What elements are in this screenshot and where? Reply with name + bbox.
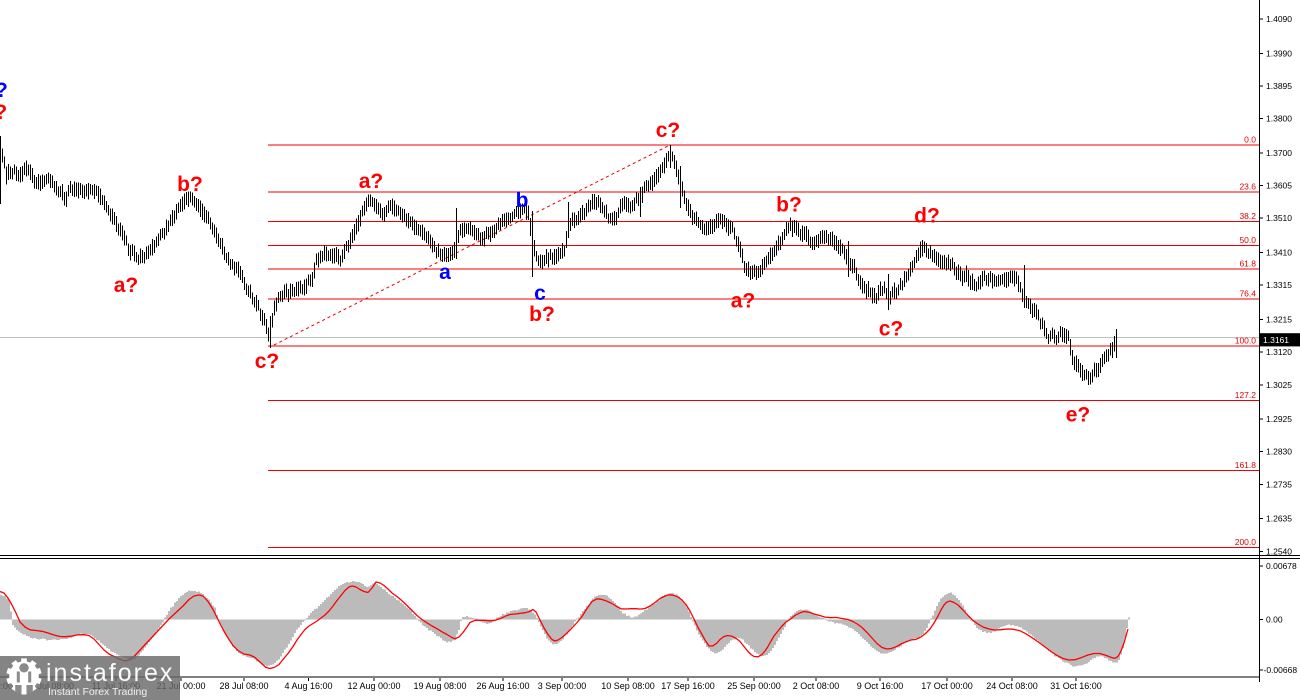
svg-text:1.2635: 1.2635 xyxy=(1266,514,1292,524)
svg-text:b?: b? xyxy=(0,79,8,102)
svg-text:21 Jul 00:00: 21 Jul 00:00 xyxy=(156,681,205,691)
svg-text:2 Oct 08:00: 2 Oct 08:00 xyxy=(793,681,840,691)
svg-text:19 Aug 08:00: 19 Aug 08:00 xyxy=(413,681,466,691)
svg-text:1.3510: 1.3510 xyxy=(1266,213,1292,223)
svg-text:a?: a? xyxy=(359,170,384,193)
svg-text:a?: a? xyxy=(731,290,756,313)
svg-text:0.0: 0.0 xyxy=(1244,135,1256,145)
svg-text:Instant Forex Trading: Instant Forex Trading xyxy=(48,686,147,698)
svg-text:1.3161: 1.3161 xyxy=(1263,335,1289,345)
svg-text:161.8: 161.8 xyxy=(1235,460,1257,470)
svg-text:a: a xyxy=(439,261,451,284)
svg-text:26 Aug 16:00: 26 Aug 16:00 xyxy=(476,681,529,691)
svg-text:17 Oct 00:00: 17 Oct 00:00 xyxy=(921,681,973,691)
svg-text:28 Jul 08:00: 28 Jul 08:00 xyxy=(219,681,268,691)
svg-text:23.6: 23.6 xyxy=(1239,182,1256,192)
svg-text:50.0: 50.0 xyxy=(1239,235,1256,245)
svg-text:4 Aug 16:00: 4 Aug 16:00 xyxy=(284,681,332,691)
svg-text:10 Sep 08:00: 10 Sep 08:00 xyxy=(601,681,655,691)
svg-text:25 Sep 00:00: 25 Sep 00:00 xyxy=(727,681,781,691)
svg-text:1.3700: 1.3700 xyxy=(1266,148,1292,158)
svg-text:1.3315: 1.3315 xyxy=(1266,280,1292,290)
svg-text:instaforex: instaforex xyxy=(46,659,174,687)
svg-text:d?: d? xyxy=(914,205,940,228)
svg-text:1.2735: 1.2735 xyxy=(1266,479,1292,489)
svg-text:127.2: 127.2 xyxy=(1235,390,1257,400)
svg-text:1.2830: 1.2830 xyxy=(1266,447,1292,457)
svg-text:b?: b? xyxy=(529,303,555,326)
svg-text:31 Oct 16:00: 31 Oct 16:00 xyxy=(1050,681,1102,691)
svg-text:24 Oct 08:00: 24 Oct 08:00 xyxy=(986,681,1038,691)
svg-text:1.3990: 1.3990 xyxy=(1266,48,1292,58)
svg-text:100.0: 100.0 xyxy=(1235,336,1257,346)
svg-text:b: b xyxy=(516,189,529,212)
svg-text:c?: c? xyxy=(656,119,681,142)
svg-text:b?: b? xyxy=(177,173,203,196)
svg-text:1.3120: 1.3120 xyxy=(1266,347,1292,357)
svg-text:c: c xyxy=(534,282,546,305)
svg-text:1.3895: 1.3895 xyxy=(1266,81,1292,91)
svg-text:17 Sep 16:00: 17 Sep 16:00 xyxy=(661,681,715,691)
svg-text:61.8: 61.8 xyxy=(1239,259,1256,269)
svg-text:1.3410: 1.3410 xyxy=(1266,248,1292,258)
svg-text:1.3800: 1.3800 xyxy=(1266,114,1292,124)
svg-text:12 Aug 00:00: 12 Aug 00:00 xyxy=(347,681,400,691)
svg-text:9 Oct 16:00: 9 Oct 16:00 xyxy=(857,681,904,691)
svg-text:-0.00668: -0.00668 xyxy=(1264,665,1298,675)
svg-text:3 Sep 00:00: 3 Sep 00:00 xyxy=(538,681,587,691)
svg-text:c?: c? xyxy=(0,101,7,124)
svg-text:0.00: 0.00 xyxy=(1266,615,1283,625)
svg-text:200.0: 200.0 xyxy=(1235,537,1257,547)
svg-text:1.4090: 1.4090 xyxy=(1266,14,1292,24)
svg-text:1.3215: 1.3215 xyxy=(1266,315,1292,325)
svg-text:1.3025: 1.3025 xyxy=(1266,380,1292,390)
svg-text:1.2540: 1.2540 xyxy=(1266,546,1292,556)
svg-text:e?: e? xyxy=(1066,404,1091,427)
svg-text:76.4: 76.4 xyxy=(1239,289,1256,299)
svg-text:1.2925: 1.2925 xyxy=(1266,414,1292,424)
svg-text:c?: c? xyxy=(255,350,280,373)
svg-text:1.3605: 1.3605 xyxy=(1266,181,1292,191)
svg-text:c?: c? xyxy=(879,318,904,341)
svg-text:0.00678: 0.00678 xyxy=(1266,561,1297,571)
svg-text:b?: b? xyxy=(776,194,802,217)
svg-text:38.2: 38.2 xyxy=(1239,211,1256,221)
svg-text:a?: a? xyxy=(114,274,139,297)
